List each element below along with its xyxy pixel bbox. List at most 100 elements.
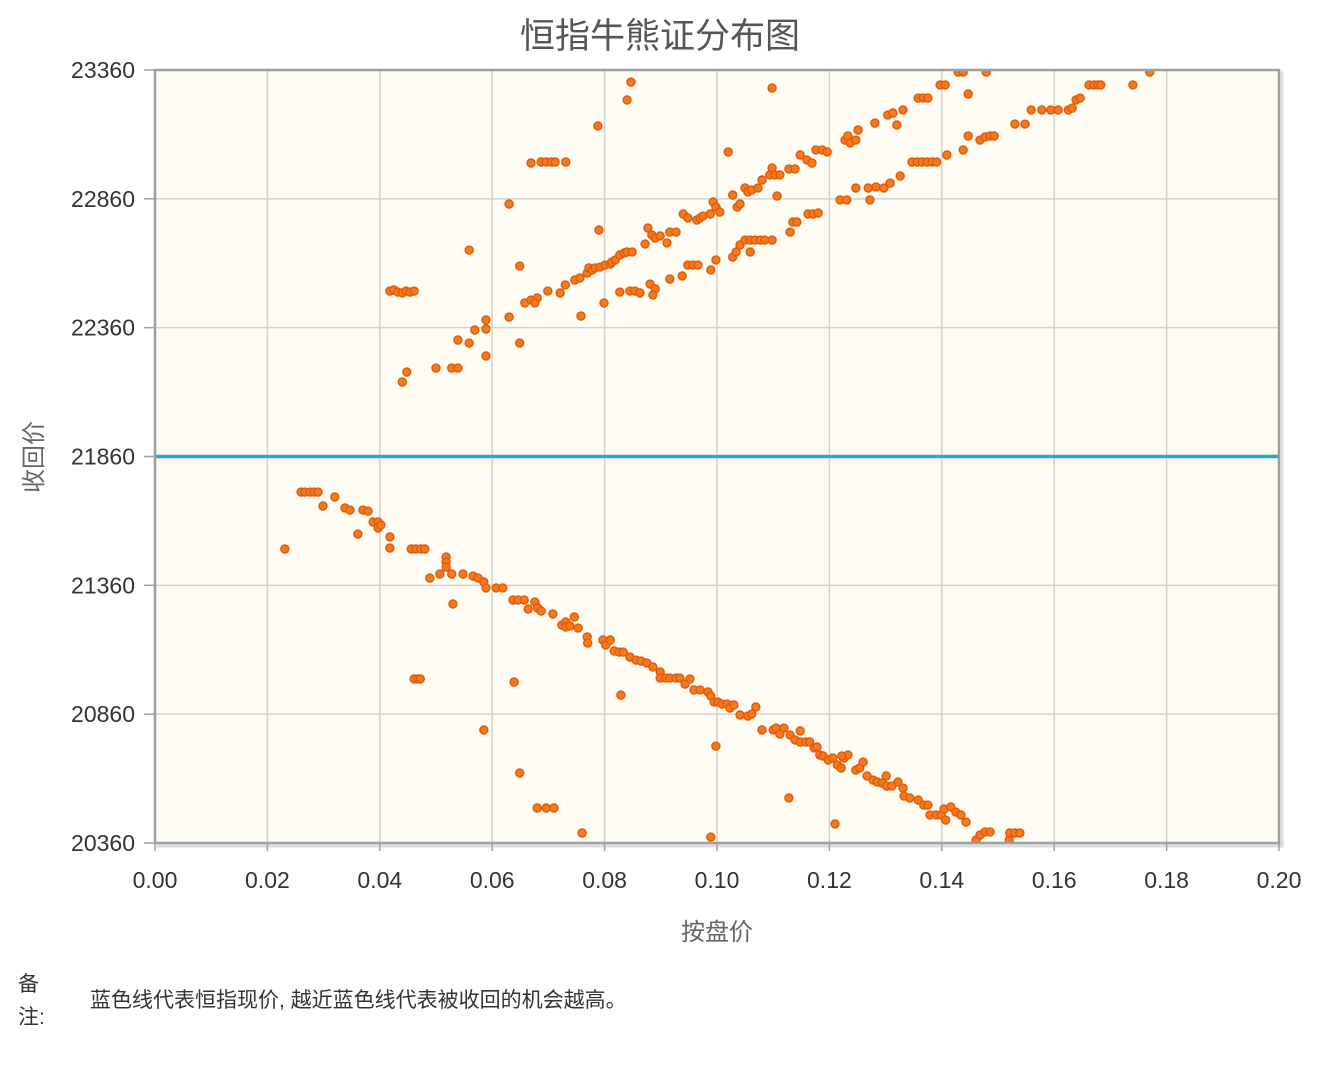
data-point bbox=[583, 638, 593, 648]
data-point bbox=[871, 182, 881, 192]
data-point bbox=[515, 768, 525, 778]
data-point bbox=[1026, 105, 1036, 115]
data-point bbox=[851, 135, 861, 145]
data-point bbox=[842, 195, 852, 205]
data-point bbox=[1037, 105, 1047, 115]
x-axis-title: 按盘价 bbox=[681, 919, 753, 946]
note-text: 蓝色线代表恒指现价, 越近蓝色线代表被收回的机会越高。 bbox=[90, 989, 627, 1012]
data-point bbox=[363, 506, 373, 516]
data-point bbox=[870, 118, 880, 128]
data-point bbox=[550, 157, 560, 167]
data-point bbox=[693, 260, 703, 270]
data-point bbox=[981, 70, 991, 77]
data-point bbox=[711, 255, 721, 265]
data-point bbox=[330, 492, 340, 502]
data-point bbox=[851, 183, 861, 193]
data-point bbox=[785, 227, 795, 237]
data-point bbox=[1067, 103, 1077, 113]
data-point bbox=[881, 771, 891, 781]
data-point bbox=[767, 83, 777, 93]
data-point bbox=[526, 158, 536, 168]
x-tick-label: 0.02 bbox=[245, 867, 290, 893]
data-point bbox=[784, 793, 794, 803]
data-point bbox=[481, 583, 491, 593]
data-point bbox=[795, 150, 805, 160]
data-point bbox=[887, 781, 897, 791]
data-point bbox=[675, 673, 685, 683]
x-tick-label: 0.12 bbox=[807, 867, 852, 893]
data-point bbox=[577, 828, 587, 838]
data-point bbox=[643, 223, 653, 233]
data-point bbox=[431, 363, 441, 373]
data-point bbox=[1145, 70, 1155, 77]
data-point bbox=[828, 753, 838, 763]
data-point bbox=[892, 120, 902, 130]
y-tick-labels: 23360 22860 22360 21860 21360 20860 20360 bbox=[71, 57, 135, 856]
data-point bbox=[425, 573, 435, 583]
y-tick-label: 20360 bbox=[71, 830, 135, 856]
data-point bbox=[923, 93, 933, 103]
data-point bbox=[481, 351, 491, 361]
data-point bbox=[888, 108, 898, 118]
data-point bbox=[409, 286, 419, 296]
data-point bbox=[812, 742, 822, 752]
data-point bbox=[941, 815, 951, 825]
data-point bbox=[757, 725, 767, 735]
data-point bbox=[627, 247, 637, 257]
data-point bbox=[837, 751, 847, 761]
x-tick-label: 0.20 bbox=[1257, 867, 1302, 893]
data-point bbox=[415, 674, 425, 684]
data-point bbox=[599, 298, 609, 308]
data-point bbox=[575, 273, 585, 283]
data-point bbox=[958, 70, 968, 77]
data-point bbox=[481, 324, 491, 334]
data-point bbox=[940, 80, 950, 90]
data-point bbox=[662, 238, 672, 248]
data-point bbox=[640, 239, 650, 249]
data-point bbox=[956, 810, 966, 820]
data-point bbox=[795, 726, 805, 736]
data-point bbox=[1053, 105, 1063, 115]
data-point bbox=[509, 677, 519, 687]
scatter-chart: 恒指牛熊证分布图 2336022860223602186021360208602… bbox=[21, 17, 1302, 946]
data-point bbox=[447, 569, 457, 579]
data-point bbox=[853, 125, 863, 135]
data-point bbox=[728, 190, 738, 200]
data-point bbox=[464, 245, 474, 255]
data-point bbox=[549, 803, 559, 813]
data-point bbox=[345, 505, 355, 515]
data-point bbox=[963, 131, 973, 141]
data-point bbox=[523, 604, 533, 614]
data-point bbox=[402, 367, 412, 377]
data-point bbox=[985, 827, 995, 837]
data-point bbox=[618, 647, 628, 657]
data-point bbox=[622, 95, 632, 105]
y-tick-label: 22860 bbox=[71, 186, 135, 212]
data-point bbox=[772, 191, 782, 201]
data-point bbox=[792, 217, 802, 227]
data-point bbox=[536, 606, 546, 616]
data-point bbox=[893, 777, 903, 787]
y-tick-label: 20860 bbox=[71, 701, 135, 727]
data-point bbox=[385, 532, 395, 542]
y-tick-label: 21860 bbox=[71, 444, 135, 470]
data-point bbox=[561, 157, 571, 167]
data-point bbox=[470, 325, 480, 335]
data-point bbox=[532, 803, 542, 813]
data-point bbox=[757, 175, 767, 185]
data-point bbox=[895, 171, 905, 181]
data-point bbox=[1015, 828, 1025, 838]
data-point bbox=[605, 635, 615, 645]
data-point bbox=[593, 121, 603, 131]
data-point bbox=[515, 338, 525, 348]
data-point bbox=[913, 795, 923, 805]
data-point bbox=[715, 207, 725, 217]
data-point bbox=[905, 793, 915, 803]
data-point bbox=[435, 569, 445, 579]
data-point bbox=[735, 199, 745, 209]
data-point bbox=[313, 487, 323, 497]
data-point bbox=[648, 662, 658, 672]
data-point bbox=[479, 725, 489, 735]
data-point bbox=[565, 621, 575, 631]
data-point bbox=[385, 543, 395, 553]
